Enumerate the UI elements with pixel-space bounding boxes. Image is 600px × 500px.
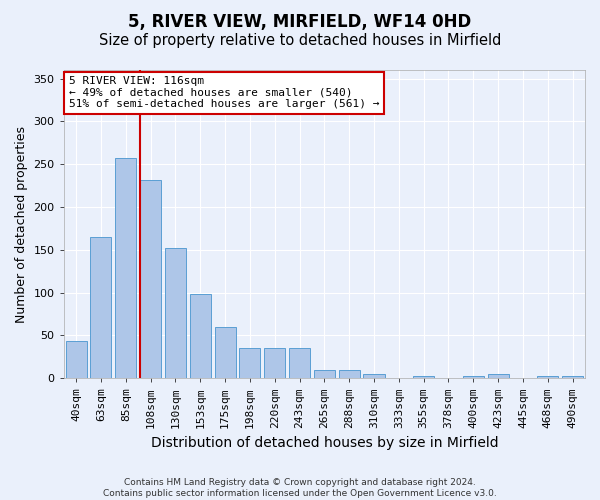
Bar	[314, 370, 335, 378]
Text: 5, RIVER VIEW, MIRFIELD, WF14 0HD: 5, RIVER VIEW, MIRFIELD, WF14 0HD	[128, 12, 472, 30]
Bar	[215, 327, 236, 378]
Bar	[338, 370, 360, 378]
Bar	[537, 376, 559, 378]
Bar	[65, 342, 86, 378]
Bar	[239, 348, 260, 378]
Y-axis label: Number of detached properties: Number of detached properties	[15, 126, 28, 322]
Bar	[115, 158, 136, 378]
Bar	[91, 237, 112, 378]
Bar	[190, 294, 211, 378]
Text: Contains HM Land Registry data © Crown copyright and database right 2024.
Contai: Contains HM Land Registry data © Crown c…	[103, 478, 497, 498]
Bar	[488, 374, 509, 378]
Bar	[463, 376, 484, 378]
Text: Size of property relative to detached houses in Mirfield: Size of property relative to detached ho…	[99, 32, 501, 48]
X-axis label: Distribution of detached houses by size in Mirfield: Distribution of detached houses by size …	[151, 436, 498, 450]
Bar	[264, 348, 285, 378]
Bar	[413, 376, 434, 378]
Bar	[364, 374, 385, 378]
Text: 5 RIVER VIEW: 116sqm
← 49% of detached houses are smaller (540)
51% of semi-deta: 5 RIVER VIEW: 116sqm ← 49% of detached h…	[69, 76, 379, 110]
Bar	[165, 248, 186, 378]
Bar	[562, 376, 583, 378]
Bar	[140, 180, 161, 378]
Bar	[289, 348, 310, 378]
